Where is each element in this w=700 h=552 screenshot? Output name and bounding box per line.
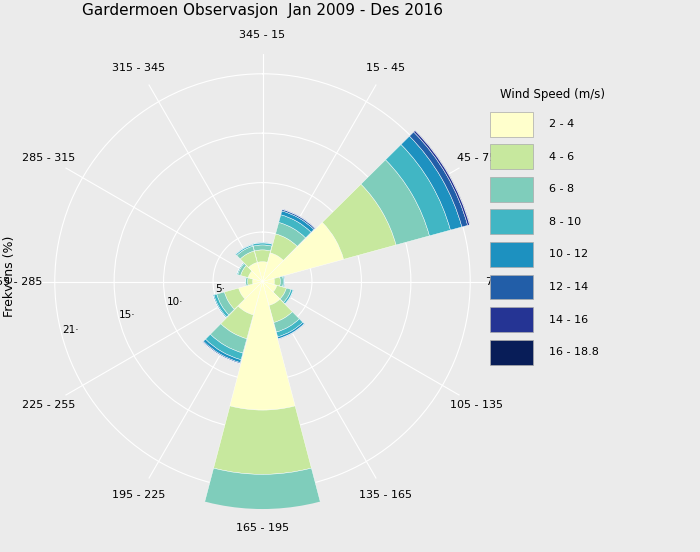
Bar [284,276,285,287]
Bar [213,295,227,318]
Bar [273,285,286,299]
Text: 6 - 8: 6 - 8 [549,184,574,194]
Bar [214,294,229,317]
FancyBboxPatch shape [490,307,533,332]
Bar [240,251,258,268]
Bar [282,209,316,229]
Bar [241,266,252,278]
Bar [195,527,330,545]
Text: 8 - 10: 8 - 10 [549,217,581,227]
FancyBboxPatch shape [490,275,533,299]
FancyBboxPatch shape [490,177,533,202]
Bar [274,277,280,286]
Bar [285,290,293,304]
Bar [415,130,470,225]
FancyBboxPatch shape [490,339,533,364]
Bar [262,282,276,292]
Bar [198,506,327,536]
Text: 16 - 18.8: 16 - 18.8 [549,347,598,357]
Text: 2 - 4: 2 - 4 [549,119,574,129]
Bar [204,468,321,514]
Bar [217,292,234,315]
Bar [270,234,298,261]
Bar [239,282,262,299]
Text: Wind Speed (m/s): Wind Speed (m/s) [500,88,605,102]
FancyBboxPatch shape [490,242,533,267]
Bar [213,295,226,318]
Bar [237,263,244,274]
Bar [238,263,246,275]
Bar [194,542,331,551]
Bar [236,245,253,256]
Bar [401,136,462,230]
Bar [203,341,240,364]
Bar [361,160,430,245]
Bar [278,322,304,339]
Bar [258,262,267,282]
Bar [202,342,240,364]
Text: 14 - 16: 14 - 16 [549,315,588,325]
Bar [194,541,331,550]
Text: 12 - 14: 12 - 14 [549,282,588,292]
FancyBboxPatch shape [490,112,533,137]
Bar [322,184,396,259]
Bar [235,245,253,254]
Bar [205,335,243,360]
Bar [276,319,303,337]
Bar [248,278,253,285]
Bar [224,288,245,309]
Bar [246,277,248,286]
Bar [195,537,330,550]
Bar [237,246,254,259]
Bar [255,250,270,262]
FancyBboxPatch shape [490,210,533,234]
Bar [237,263,244,275]
Bar [253,243,272,246]
Bar [204,339,241,363]
Bar [262,222,344,282]
Bar [414,130,470,225]
Text: 4 - 6: 4 - 6 [549,152,574,162]
Text: Frekvens (%): Frekvens (%) [4,235,17,317]
Bar [245,277,246,286]
FancyBboxPatch shape [490,145,533,169]
Bar [269,299,293,322]
Bar [253,242,272,244]
Bar [262,253,284,282]
Bar [280,288,291,302]
Bar [274,312,300,332]
Bar [281,211,314,232]
Bar [262,279,274,284]
Bar [248,271,262,282]
Text: 10 - 12: 10 - 12 [549,250,588,259]
Bar [276,222,306,246]
Bar [283,276,284,287]
Bar [230,282,295,410]
Bar [248,262,262,282]
Bar [253,279,262,284]
Bar [282,210,315,230]
Bar [280,276,284,287]
Bar [220,306,253,339]
Bar [386,145,451,236]
Bar [284,289,293,304]
Bar [238,282,262,315]
Bar [279,215,312,238]
Bar [210,323,247,353]
Bar [278,323,304,339]
Bar [410,132,468,227]
Bar [253,245,272,251]
Bar [214,406,312,474]
Bar [262,282,280,305]
Title: Gardermoen Observasjon  Jan 2009 - Des 2016: Gardermoen Observasjon Jan 2009 - Des 20… [82,3,443,18]
